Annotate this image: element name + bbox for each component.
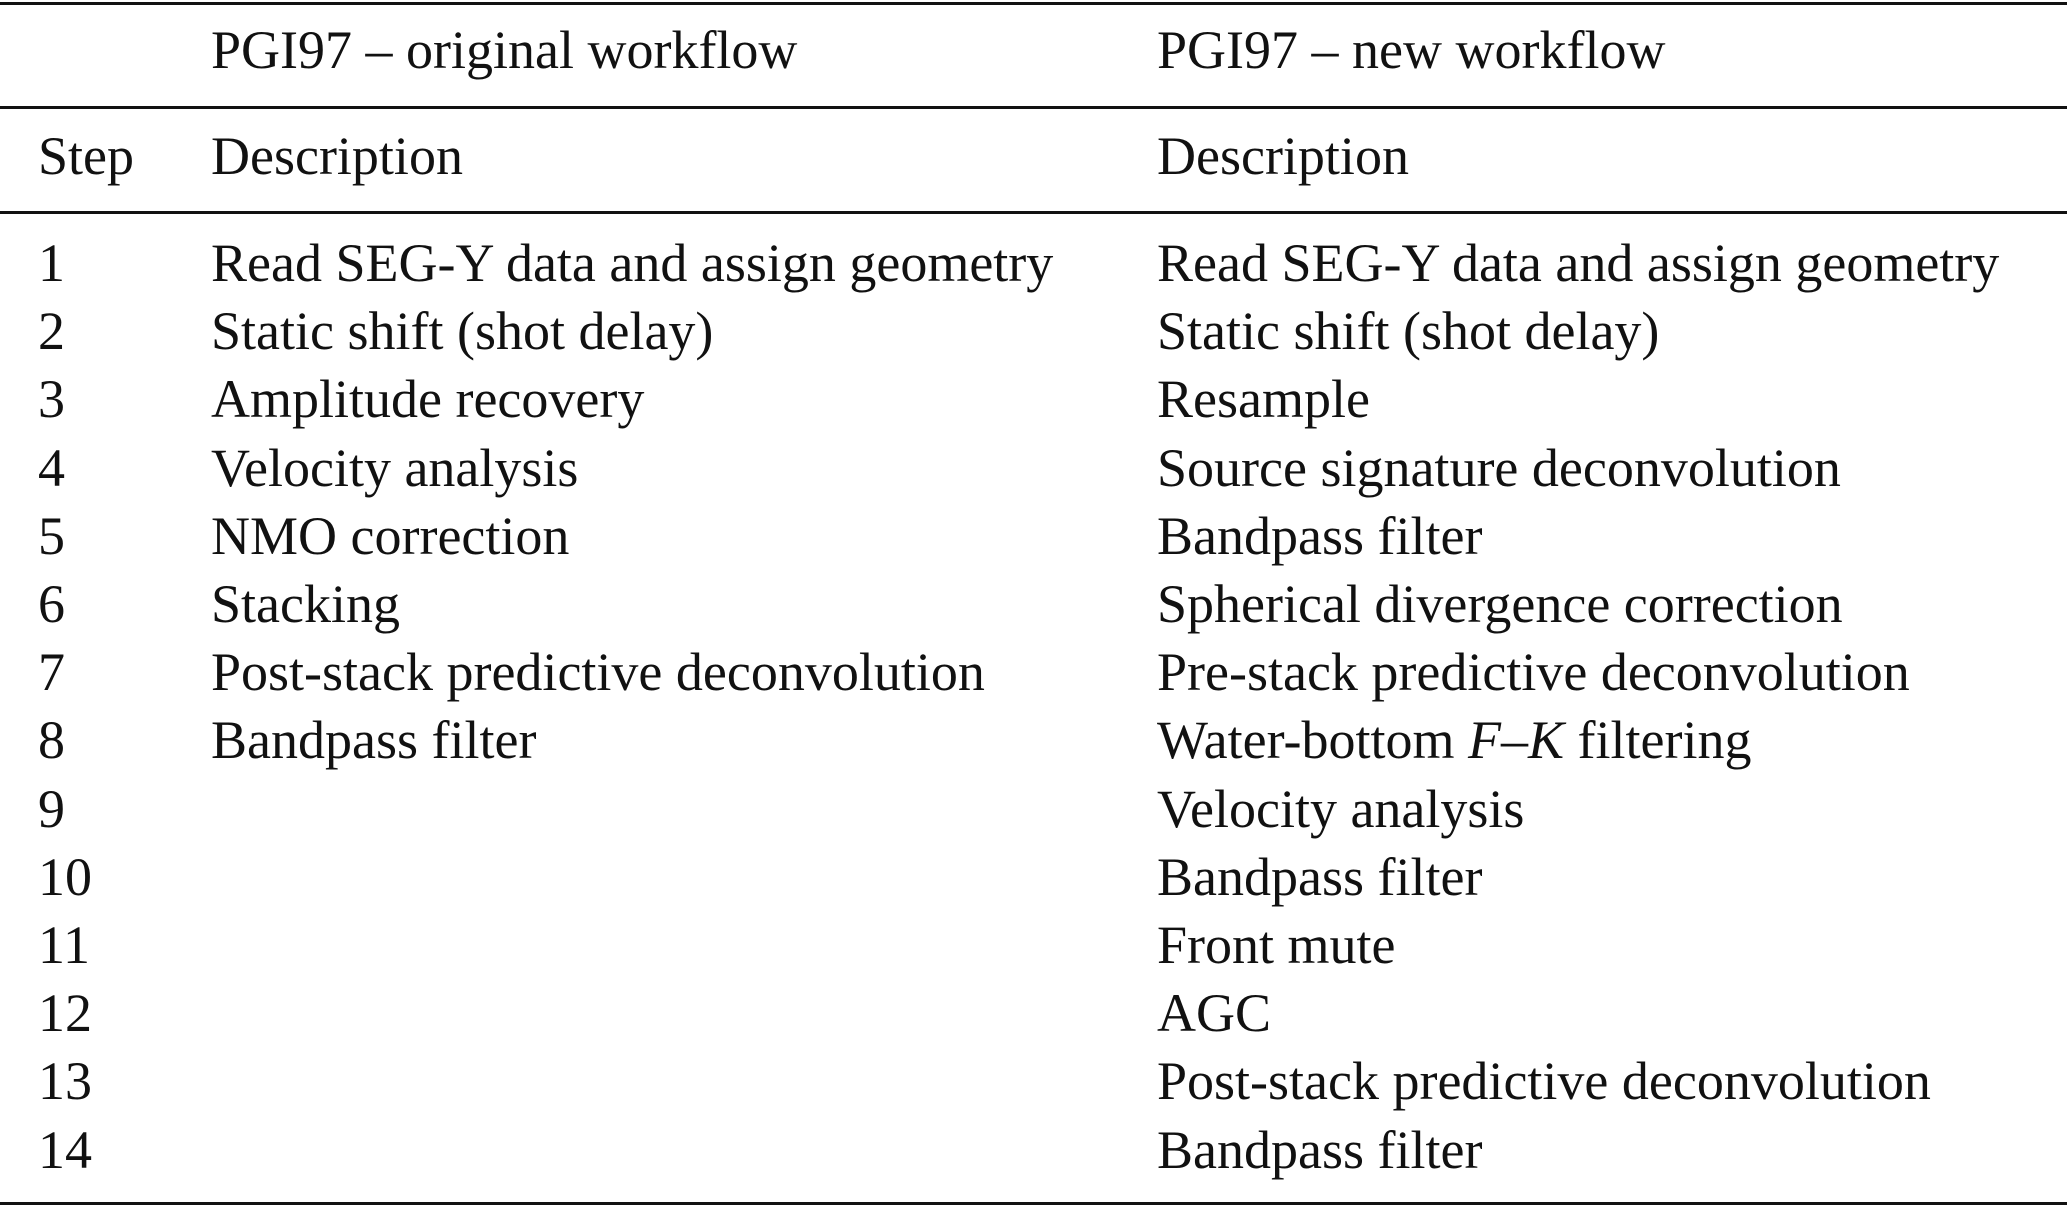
step-cell: 1	[38, 233, 65, 293]
column-header-rule	[0, 211, 2067, 214]
new-description-cell: Spherical divergence correction	[1157, 574, 1843, 634]
original-description-cell: Read SEG-Y data and assign geometry	[211, 233, 1054, 293]
original-description-cell: Post-stack predictive deconvolution	[211, 642, 985, 703]
table-row: 2 Static shift (shot delay) Static shift (…	[0, 297, 2067, 365]
column-header-original-description: Description	[211, 126, 463, 186]
step-cell: 5	[38, 505, 65, 566]
original-description-cell: NMO correction	[211, 505, 570, 566]
top-rule	[0, 2, 2067, 5]
step-cell: 12	[38, 983, 92, 1044]
new-description-cell: Bandpass filter	[1157, 1119, 1483, 1180]
table-row: 14 Bandpass filter	[0, 1116, 2067, 1184]
new-description-cell: Read SEG-Y data and assign geometry	[1157, 233, 2000, 293]
table-row: 10 Bandpass filter	[0, 843, 2067, 911]
new-description-cell: Static shift (shot delay)	[1157, 301, 1660, 362]
table-row: 8 Bandpass filter Water-bottom F–K filteri…	[0, 706, 2067, 774]
column-header-row: Step Description Description	[0, 122, 2067, 190]
step-cell: 8	[38, 710, 65, 771]
column-header-new-description: Description	[1157, 126, 1409, 186]
new-description-cell: Post-stack predictive deconvolution	[1157, 1051, 1931, 1112]
new-description-cell: Pre-stack predictive deconvolution	[1157, 642, 1910, 703]
table-row: 5 NMO correction Bandpass filter	[0, 502, 2067, 570]
step-cell: 6	[38, 574, 65, 634]
step-cell: 4	[38, 437, 65, 498]
original-description-cell: Static shift (shot delay)	[211, 301, 714, 362]
step-cell: 10	[38, 846, 92, 907]
step-cell: 13	[38, 1051, 92, 1112]
step-cell: 2	[38, 301, 65, 362]
new-description-cell: Bandpass filter	[1157, 505, 1483, 566]
table-row: 13 Post-stack predictive deconvolution	[0, 1047, 2067, 1115]
original-description-cell: Bandpass filter	[211, 710, 537, 771]
step-cell: 3	[38, 369, 65, 430]
group-header-row: PGI97 – original workflow PGI97 – new wo…	[0, 16, 2067, 84]
step-cell: 7	[38, 642, 65, 703]
new-description-cell: AGC	[1157, 983, 1272, 1044]
group-header-new: PGI97 – new workflow	[1157, 20, 1666, 80]
step-cell: 9	[38, 778, 65, 839]
table-row: 1 Read SEG-Y data and assign geometry Read…	[0, 229, 2067, 297]
step-cell: 14	[38, 1119, 92, 1180]
column-header-step: Step	[38, 126, 135, 186]
table-row: 6 Stacking Spherical divergence correction	[0, 570, 2067, 638]
new-description-cell: Source signature deconvolution	[1157, 437, 1841, 498]
original-description-cell: Amplitude recovery	[211, 369, 645, 430]
table-row: 12 AGC	[0, 979, 2067, 1047]
table-row: 3 Amplitude recovery Resample	[0, 365, 2067, 433]
table-row: 4 Velocity analysis Source signature decon…	[0, 434, 2067, 502]
table-row: 7 Post-stack predictive deconvolution Pre-…	[0, 638, 2067, 706]
new-description-cell: Velocity analysis	[1157, 778, 1525, 839]
header-rule	[0, 106, 2067, 109]
new-description-cell: Resample	[1157, 369, 1370, 430]
new-description-cell: Water-bottom F–K filtering	[1157, 710, 1752, 771]
new-description-cell: Front mute	[1157, 915, 1396, 975]
group-header-original: PGI97 – original workflow	[211, 20, 798, 80]
bottom-rule	[0, 1202, 2067, 1205]
step-cell: 11	[38, 915, 90, 975]
new-description-cell: Bandpass filter	[1157, 846, 1483, 907]
original-description-cell: Velocity analysis	[211, 437, 579, 498]
original-description-cell: Stacking	[211, 574, 400, 634]
table-row: 9 Velocity analysis	[0, 775, 2067, 843]
table-row: 11 Front mute	[0, 911, 2067, 979]
